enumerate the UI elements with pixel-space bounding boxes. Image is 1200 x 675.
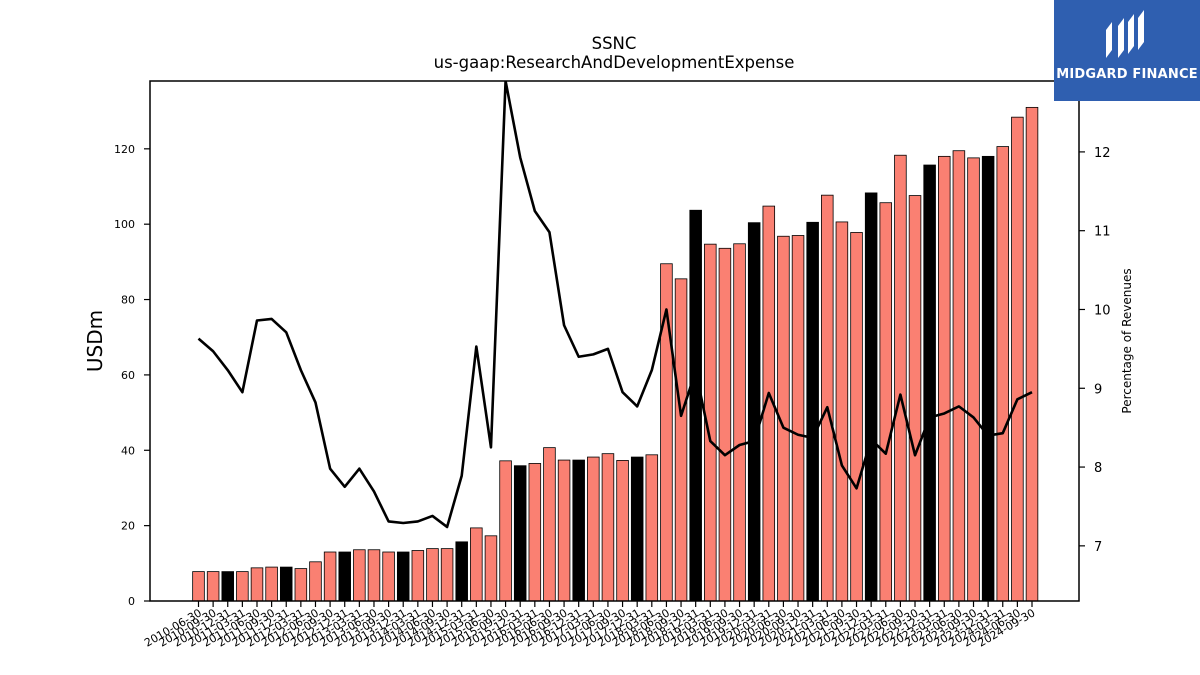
- bar: [192, 571, 205, 602]
- bar: [206, 571, 220, 602]
- bar: [630, 456, 644, 602]
- bar: [279, 566, 293, 602]
- bar: [864, 192, 878, 602]
- bar: [367, 549, 381, 602]
- bar: [543, 447, 556, 602]
- bar: [967, 157, 980, 602]
- y-tick-label: 40: [121, 444, 135, 457]
- chart-subtitle: us-gaap:ResearchAndDevelopmentExpense: [434, 53, 795, 72]
- bar: [601, 453, 615, 602]
- y2-axis-label: Percentage of Revenues: [1120, 268, 1134, 413]
- bar: [338, 551, 351, 602]
- bar: [806, 221, 819, 602]
- y-tick-label: 20: [121, 520, 135, 533]
- bar: [894, 154, 907, 602]
- y2-tick-label: 9: [1094, 382, 1102, 397]
- bar: [513, 465, 527, 602]
- y-tick-label: 100: [114, 218, 135, 231]
- bar: [674, 278, 688, 602]
- bar: [426, 548, 439, 602]
- bar: [221, 571, 234, 602]
- bar: [309, 561, 322, 602]
- chart-title: SSNC: [592, 34, 637, 53]
- bar: [981, 155, 995, 602]
- bar: [938, 155, 951, 602]
- bar: [689, 209, 702, 602]
- bar: [236, 571, 249, 602]
- bar: [850, 232, 863, 602]
- midgard-logo-icon: [1106, 10, 1144, 58]
- y-tick-label: 0: [128, 595, 135, 608]
- bar: [587, 456, 600, 602]
- y2-tick-label: 8: [1094, 461, 1102, 476]
- bar: [557, 459, 571, 602]
- bar: [908, 195, 922, 602]
- logo-badge: [1054, 0, 1200, 101]
- y2-tick-label: 11: [1094, 225, 1111, 240]
- bar: [528, 463, 542, 602]
- bar: [484, 535, 498, 602]
- bar: [835, 221, 849, 602]
- bar: [455, 541, 468, 602]
- y-axis-right: 7 8 9 10 11 12: [1079, 146, 1111, 555]
- bar: [747, 222, 761, 602]
- logo-text: MIDGARD FINANCE: [1056, 67, 1198, 82]
- y2-tick-label: 7: [1094, 540, 1102, 555]
- bar: [440, 548, 454, 602]
- bar: [382, 551, 395, 602]
- series-line-percentage: [197, 81, 1033, 529]
- bar: [879, 202, 893, 602]
- bar: [323, 551, 337, 602]
- bar: [645, 454, 659, 602]
- bar: [733, 243, 746, 602]
- bar: [470, 527, 483, 602]
- y-axis-label: USDm: [83, 310, 107, 372]
- bar: [1025, 106, 1039, 602]
- bar: [1011, 116, 1024, 602]
- bar: [250, 567, 264, 602]
- y-tick-label: 80: [121, 294, 135, 307]
- y2-tick-label: 12: [1094, 146, 1111, 161]
- bar: [952, 150, 966, 602]
- bar: [294, 568, 308, 602]
- bar: [499, 460, 512, 602]
- x-axis: 2010-06-302010-09-302010-12-312011-03-31…: [142, 601, 1038, 650]
- bar: [572, 459, 585, 602]
- bar: [791, 235, 805, 602]
- bar: [718, 247, 732, 602]
- plot-frame: [149, 80, 1080, 602]
- y-tick-label: 60: [121, 369, 135, 382]
- bar: [411, 550, 425, 602]
- bar: [353, 549, 366, 602]
- bar: [265, 566, 278, 602]
- y-tick-label: 120: [114, 143, 135, 156]
- bar: [821, 194, 834, 602]
- y-axis-left: 0 20 40 60 80 100 120: [114, 143, 150, 608]
- bar: [616, 460, 629, 602]
- plot-area: [192, 81, 1039, 602]
- bar: [996, 146, 1010, 602]
- y2-tick-label: 10: [1094, 303, 1111, 318]
- bar: [923, 164, 936, 602]
- bar: [396, 551, 410, 602]
